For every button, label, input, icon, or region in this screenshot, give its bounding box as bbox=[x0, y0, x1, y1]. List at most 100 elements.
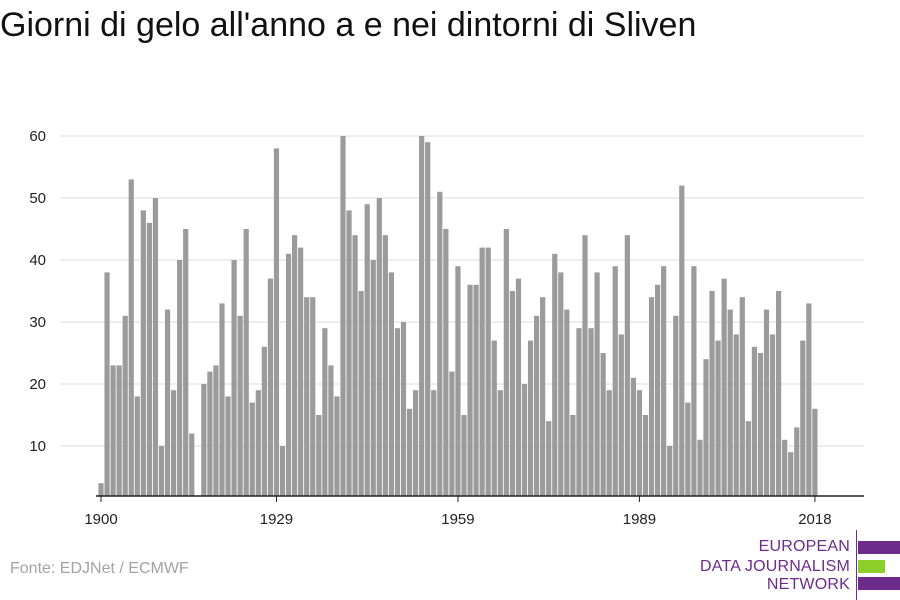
bar-1918 bbox=[207, 371, 213, 496]
bar-1971 bbox=[527, 340, 534, 496]
bar-1994 bbox=[667, 446, 673, 496]
logo-bar-green bbox=[858, 560, 885, 573]
bar-2009 bbox=[757, 353, 764, 496]
bar-1995 bbox=[673, 315, 679, 496]
bar-1901 bbox=[104, 272, 110, 496]
bar-1999 bbox=[697, 439, 703, 496]
bar-1938 bbox=[328, 365, 334, 496]
bar-1919 bbox=[213, 365, 219, 496]
bar-2010 bbox=[763, 309, 770, 496]
bar-1940 bbox=[340, 136, 346, 496]
bar-1907 bbox=[140, 210, 146, 496]
bar-1992 bbox=[655, 284, 661, 496]
bar-1963 bbox=[479, 247, 485, 496]
y-tick-label-10: 10 bbox=[29, 438, 46, 455]
bar-1937 bbox=[322, 328, 328, 496]
bar-1908 bbox=[146, 222, 152, 497]
bar-1927 bbox=[261, 346, 267, 496]
bar-1947 bbox=[382, 235, 388, 496]
bar-1966 bbox=[497, 390, 503, 496]
chart-title: Giorni di gelo all'anno a e nei dintorni… bbox=[0, 6, 697, 44]
bar-1980 bbox=[582, 235, 588, 496]
bar-1928 bbox=[267, 278, 273, 496]
bar-2000 bbox=[703, 359, 709, 496]
bar-1977 bbox=[564, 309, 570, 496]
bar-1932 bbox=[292, 235, 298, 496]
bar-1903 bbox=[116, 365, 122, 496]
bar-2016 bbox=[800, 340, 806, 496]
bar-1960 bbox=[461, 415, 467, 496]
bar-1944 bbox=[364, 204, 370, 496]
bar-1943 bbox=[358, 291, 364, 496]
bar-1957 bbox=[443, 229, 449, 496]
bar-1981 bbox=[588, 328, 594, 496]
source-credit: Fonte: EDJNet / ECMWF bbox=[10, 560, 189, 577]
bar-2001 bbox=[709, 291, 715, 496]
bar-1942 bbox=[352, 235, 358, 496]
bar-1958 bbox=[449, 371, 455, 496]
bar-2018 bbox=[812, 408, 818, 496]
bar-2008 bbox=[751, 346, 757, 496]
bar-1984 bbox=[606, 390, 612, 496]
bar-1952 bbox=[413, 390, 419, 496]
bar-1946 bbox=[376, 198, 382, 496]
bars bbox=[98, 136, 818, 497]
bar-1974 bbox=[546, 421, 552, 496]
x-tick-label-1929: 1929 bbox=[260, 511, 293, 528]
x-tick-label-2018: 2018 bbox=[798, 511, 831, 528]
bar-1921 bbox=[225, 396, 231, 496]
edjnet-logo: EUROPEAN DATA JOURNALISM NETWORK bbox=[700, 530, 900, 600]
bar-1912 bbox=[171, 390, 177, 496]
bar-1931 bbox=[285, 253, 292, 496]
bar-1934 bbox=[304, 297, 310, 496]
bar-1965 bbox=[491, 340, 497, 496]
bar-1969 bbox=[515, 278, 522, 496]
bar-1906 bbox=[134, 396, 140, 496]
bar-1954 bbox=[425, 142, 431, 496]
bar-1985 bbox=[612, 266, 618, 496]
bar-2003 bbox=[721, 278, 727, 496]
bar-1917 bbox=[201, 384, 207, 496]
bar-1939 bbox=[334, 396, 340, 496]
bar-1968 bbox=[509, 291, 515, 496]
bar-1979 bbox=[576, 328, 582, 496]
bar-1972 bbox=[534, 315, 540, 496]
logo-bar-purple-top bbox=[858, 541, 900, 554]
bar-1935 bbox=[310, 297, 316, 496]
bar-1975 bbox=[552, 253, 558, 496]
bar-2002 bbox=[715, 340, 721, 496]
bar-1990 bbox=[642, 415, 649, 496]
bar-2013 bbox=[782, 439, 788, 496]
y-tick-label-20: 20 bbox=[29, 376, 46, 393]
bar-2011 bbox=[769, 334, 776, 496]
bar-2015 bbox=[794, 427, 800, 496]
bar-1949 bbox=[394, 328, 401, 496]
bar-1953 bbox=[419, 136, 425, 496]
bar-1956 bbox=[437, 191, 443, 497]
bar-1993 bbox=[661, 266, 667, 496]
bar-1920 bbox=[219, 303, 225, 496]
bar-1989 bbox=[636, 390, 643, 496]
x-tick-label-1989: 1989 bbox=[623, 511, 656, 528]
y-tick-label-50: 50 bbox=[29, 190, 46, 207]
bar-1905 bbox=[128, 179, 134, 496]
bar-1988 bbox=[630, 377, 636, 496]
bar-1941 bbox=[346, 210, 352, 496]
bar-1987 bbox=[624, 235, 630, 496]
bar-1910 bbox=[158, 446, 165, 496]
bar-1998 bbox=[691, 266, 697, 496]
bar-1955 bbox=[431, 390, 437, 496]
bar-1914 bbox=[183, 229, 189, 496]
bar-1924 bbox=[243, 229, 249, 496]
logo-bar-purple-bottom bbox=[858, 577, 900, 590]
bar-1962 bbox=[473, 284, 479, 496]
bar-1900 bbox=[98, 483, 104, 496]
bar-1996 bbox=[679, 185, 685, 496]
bar-2005 bbox=[733, 334, 739, 496]
bar-2012 bbox=[776, 291, 782, 496]
bar-1976 bbox=[558, 272, 564, 496]
logo-line-data-journalism: DATA JOURNALISM bbox=[700, 558, 850, 575]
logo-line-european: EUROPEAN bbox=[758, 538, 850, 555]
axes bbox=[96, 495, 864, 502]
